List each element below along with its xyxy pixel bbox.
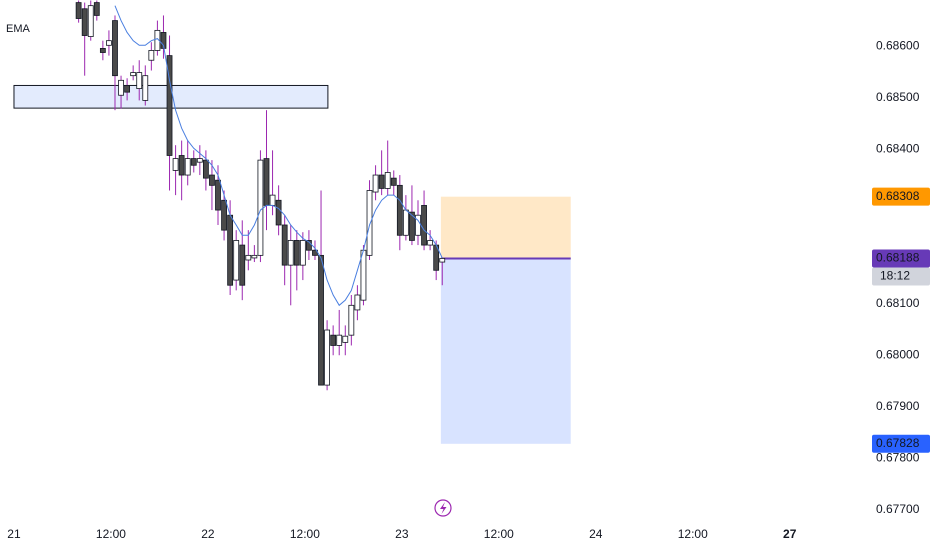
candle-body xyxy=(160,32,167,49)
candle-body xyxy=(306,240,312,251)
candle-body xyxy=(118,79,124,96)
candle-body xyxy=(142,75,149,101)
countdown-badge xyxy=(872,267,930,286)
candle-body xyxy=(221,199,227,231)
candle-body xyxy=(378,174,385,189)
candle-body xyxy=(99,47,106,53)
candle-body xyxy=(336,334,343,346)
candle-body xyxy=(75,2,82,19)
candle-body xyxy=(124,85,131,93)
y-tick-label: 0.67800 xyxy=(876,450,920,464)
candle-body xyxy=(384,172,391,189)
candle-body xyxy=(106,40,112,46)
candle-body xyxy=(130,72,137,77)
candle-body xyxy=(281,224,288,266)
candle-body xyxy=(318,254,324,386)
x-tick-label: 12:00 xyxy=(96,527,126,541)
candle-body xyxy=(148,50,155,61)
candle-body xyxy=(81,8,88,36)
candle-body xyxy=(166,55,173,156)
x-tick-label: 23 xyxy=(395,527,409,541)
indicator-label: EMA xyxy=(6,23,31,35)
candle-body xyxy=(209,174,215,186)
stop-area xyxy=(440,258,571,444)
x-tick-label: 22 xyxy=(201,527,215,541)
x-tick-label: 12:00 xyxy=(678,527,708,541)
candle-body xyxy=(372,174,379,193)
x-tick-label: 21 xyxy=(7,527,21,541)
candle-body xyxy=(275,199,282,226)
candle-body xyxy=(245,254,252,261)
candle-body xyxy=(348,304,355,336)
candle-body xyxy=(402,209,409,236)
candle-body xyxy=(112,20,118,77)
candle-body xyxy=(215,179,221,211)
candle-body xyxy=(269,194,276,206)
countdown-label: 18:12 xyxy=(880,269,910,283)
candle-body xyxy=(239,244,246,286)
price-badge-label: 0.68188 xyxy=(876,251,920,265)
candle-body xyxy=(154,29,161,51)
candle-body xyxy=(93,2,100,16)
candle-body xyxy=(184,158,191,176)
candle-body xyxy=(172,158,179,171)
y-tick-label: 0.68500 xyxy=(876,90,920,104)
candle-body xyxy=(439,258,446,263)
candle-body xyxy=(227,214,234,286)
candle-body xyxy=(421,205,427,246)
candle-body xyxy=(202,159,209,179)
candle-body xyxy=(390,177,397,186)
price-badge xyxy=(872,434,930,453)
candle-body xyxy=(427,240,434,246)
candle-body xyxy=(190,158,197,166)
target-area xyxy=(440,196,571,259)
candle-body xyxy=(330,334,337,346)
y-tick-label: 0.68000 xyxy=(876,347,920,361)
candle-body xyxy=(366,190,373,256)
candle-body xyxy=(178,155,185,176)
candle-body xyxy=(251,254,258,259)
candle-body xyxy=(257,159,264,256)
x-tick-label: 12:00 xyxy=(484,527,514,541)
y-tick-label: 0.68600 xyxy=(876,39,920,53)
candle-body xyxy=(299,240,306,266)
candle-body xyxy=(87,5,94,37)
candle-body xyxy=(342,335,349,343)
price-badge-label: 0.67828 xyxy=(876,436,920,450)
alert-icon[interactable] xyxy=(434,499,452,517)
candle-body xyxy=(324,329,330,386)
price-badge-label: 0.68308 xyxy=(876,189,920,203)
y-tick-label: 0.68100 xyxy=(876,296,920,310)
y-tick-label: 0.67900 xyxy=(876,399,920,413)
x-tick-label: 27 xyxy=(783,527,797,541)
candle-body xyxy=(409,211,415,241)
candle-body xyxy=(293,240,300,266)
candle-body xyxy=(354,294,361,311)
candle-body xyxy=(287,240,294,266)
candle-body xyxy=(396,184,403,236)
y-tick-label: 0.68400 xyxy=(876,141,920,155)
x-tick-label: 12:00 xyxy=(290,527,320,541)
ema-line xyxy=(114,5,443,307)
x-tick-label: 24 xyxy=(589,527,603,541)
candle-body xyxy=(196,158,203,163)
price-badge xyxy=(872,187,930,206)
candle-body xyxy=(136,72,143,89)
price-badge xyxy=(872,249,930,268)
y-tick-label: 0.67700 xyxy=(876,502,920,516)
candle-body xyxy=(233,240,240,281)
candle-body xyxy=(263,158,270,206)
